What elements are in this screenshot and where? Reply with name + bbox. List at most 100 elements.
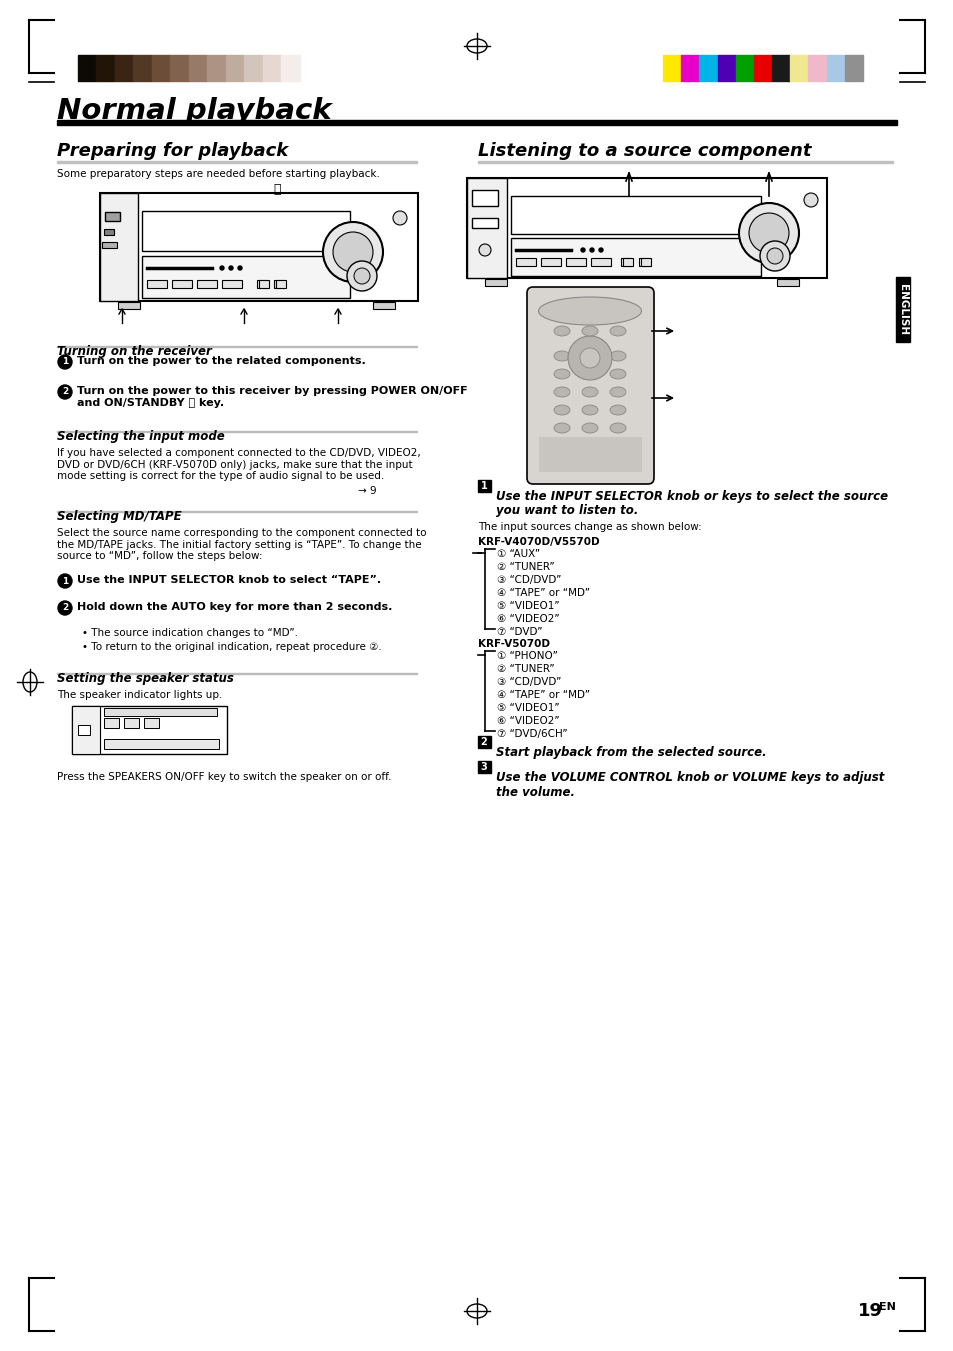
Bar xyxy=(104,739,219,748)
Bar xyxy=(622,258,633,266)
Text: Setting the speaker status: Setting the speaker status xyxy=(57,671,233,685)
Circle shape xyxy=(58,574,71,588)
Bar xyxy=(57,673,416,674)
Text: 2: 2 xyxy=(480,738,487,747)
Bar xyxy=(124,717,139,728)
Text: 3: 3 xyxy=(480,762,487,771)
Bar xyxy=(467,178,826,278)
Text: Press the SPEAKERS ON/OFF key to switch the speaker on or off.: Press the SPEAKERS ON/OFF key to switch … xyxy=(57,771,391,782)
Bar xyxy=(620,258,630,266)
Text: Use the VOLUME CONTROL knob or VOLUME keys to adjust
the volume.: Use the VOLUME CONTROL knob or VOLUME ke… xyxy=(496,771,883,798)
Circle shape xyxy=(354,267,370,284)
Bar xyxy=(680,55,699,81)
Text: ⏻: ⏻ xyxy=(273,182,280,196)
Bar xyxy=(540,258,560,266)
Ellipse shape xyxy=(609,351,625,361)
Text: Turning on the receiver: Turning on the receiver xyxy=(57,345,212,358)
Bar xyxy=(717,55,735,81)
Circle shape xyxy=(58,601,71,615)
Bar xyxy=(776,280,799,286)
Circle shape xyxy=(333,232,373,272)
Circle shape xyxy=(567,336,612,380)
Text: Preparing for playback: Preparing for playback xyxy=(57,142,288,159)
Ellipse shape xyxy=(554,369,569,380)
Bar xyxy=(96,55,115,81)
Bar xyxy=(57,511,416,512)
Bar xyxy=(171,55,189,81)
Bar xyxy=(100,193,138,301)
Bar xyxy=(100,193,417,301)
Text: ② “TUNER”: ② “TUNER” xyxy=(497,663,554,674)
Bar xyxy=(477,736,491,748)
Ellipse shape xyxy=(609,423,625,434)
Circle shape xyxy=(739,203,799,263)
Ellipse shape xyxy=(581,351,598,361)
Ellipse shape xyxy=(581,369,598,380)
Bar xyxy=(263,55,281,81)
Bar xyxy=(467,178,506,278)
Text: ④ “TAPE” or “MD”: ④ “TAPE” or “MD” xyxy=(497,690,589,700)
Bar xyxy=(477,480,491,492)
Bar xyxy=(57,346,416,347)
Circle shape xyxy=(220,266,224,270)
Bar xyxy=(639,258,648,266)
Circle shape xyxy=(580,249,584,253)
Circle shape xyxy=(803,193,817,207)
Bar xyxy=(662,55,680,81)
Text: The speaker indicator lights up.: The speaker indicator lights up. xyxy=(57,690,222,700)
Text: The input sources change as shown below:: The input sources change as shown below: xyxy=(477,521,701,532)
Text: Use the INPUT SELECTOR knob or keys to select the source: Use the INPUT SELECTOR knob or keys to s… xyxy=(496,490,887,503)
Ellipse shape xyxy=(554,351,569,361)
Bar xyxy=(258,280,269,288)
Ellipse shape xyxy=(581,405,598,415)
Ellipse shape xyxy=(609,405,625,415)
Bar xyxy=(516,258,536,266)
Circle shape xyxy=(766,249,782,263)
Circle shape xyxy=(229,266,233,270)
Bar xyxy=(147,280,167,288)
Bar xyxy=(825,55,844,81)
Bar xyxy=(189,55,208,81)
Text: Normal playback: Normal playback xyxy=(57,97,332,126)
Text: Selecting the input mode: Selecting the input mode xyxy=(57,430,225,443)
Bar xyxy=(753,55,771,81)
Ellipse shape xyxy=(609,386,625,397)
Ellipse shape xyxy=(554,423,569,434)
Bar xyxy=(771,55,789,81)
Bar xyxy=(477,161,892,163)
Text: ⑤ “VIDEO1”: ⑤ “VIDEO1” xyxy=(497,601,559,611)
Circle shape xyxy=(58,385,71,399)
Bar xyxy=(538,436,641,471)
Text: • The source indication changes to “MD”.: • The source indication changes to “MD”. xyxy=(82,628,297,638)
Ellipse shape xyxy=(537,297,640,326)
Bar xyxy=(640,258,650,266)
Bar xyxy=(256,280,267,288)
Bar xyxy=(142,255,350,299)
Bar xyxy=(104,717,119,728)
Bar xyxy=(565,258,585,266)
Bar xyxy=(152,55,171,81)
Bar xyxy=(735,55,753,81)
Circle shape xyxy=(760,240,789,272)
Text: 1: 1 xyxy=(62,358,68,366)
Bar xyxy=(71,707,227,754)
Text: ⑦ “DVD/6CH”: ⑦ “DVD/6CH” xyxy=(497,730,567,739)
Circle shape xyxy=(598,249,602,253)
Bar xyxy=(472,218,497,228)
Bar xyxy=(226,55,244,81)
Text: ① “PHONO”: ① “PHONO” xyxy=(497,651,558,661)
Text: If you have selected a component connected to the CD/DVD, VIDEO2,
DVD or DVD/6CH: If you have selected a component connect… xyxy=(57,449,420,481)
Ellipse shape xyxy=(554,405,569,415)
Bar xyxy=(57,120,896,126)
Bar xyxy=(133,55,152,81)
Ellipse shape xyxy=(554,326,569,336)
Bar xyxy=(196,280,216,288)
Text: ③ “CD/DVD”: ③ “CD/DVD” xyxy=(497,576,560,585)
Bar xyxy=(484,280,506,286)
Text: ③ “CD/DVD”: ③ “CD/DVD” xyxy=(497,677,560,688)
Ellipse shape xyxy=(581,326,598,336)
Text: Selecting MD/TAPE: Selecting MD/TAPE xyxy=(57,509,181,523)
Text: ④ “TAPE” or “MD”: ④ “TAPE” or “MD” xyxy=(497,588,589,598)
Bar xyxy=(895,277,909,342)
Text: ⑥ “VIDEO2”: ⑥ “VIDEO2” xyxy=(497,613,559,624)
